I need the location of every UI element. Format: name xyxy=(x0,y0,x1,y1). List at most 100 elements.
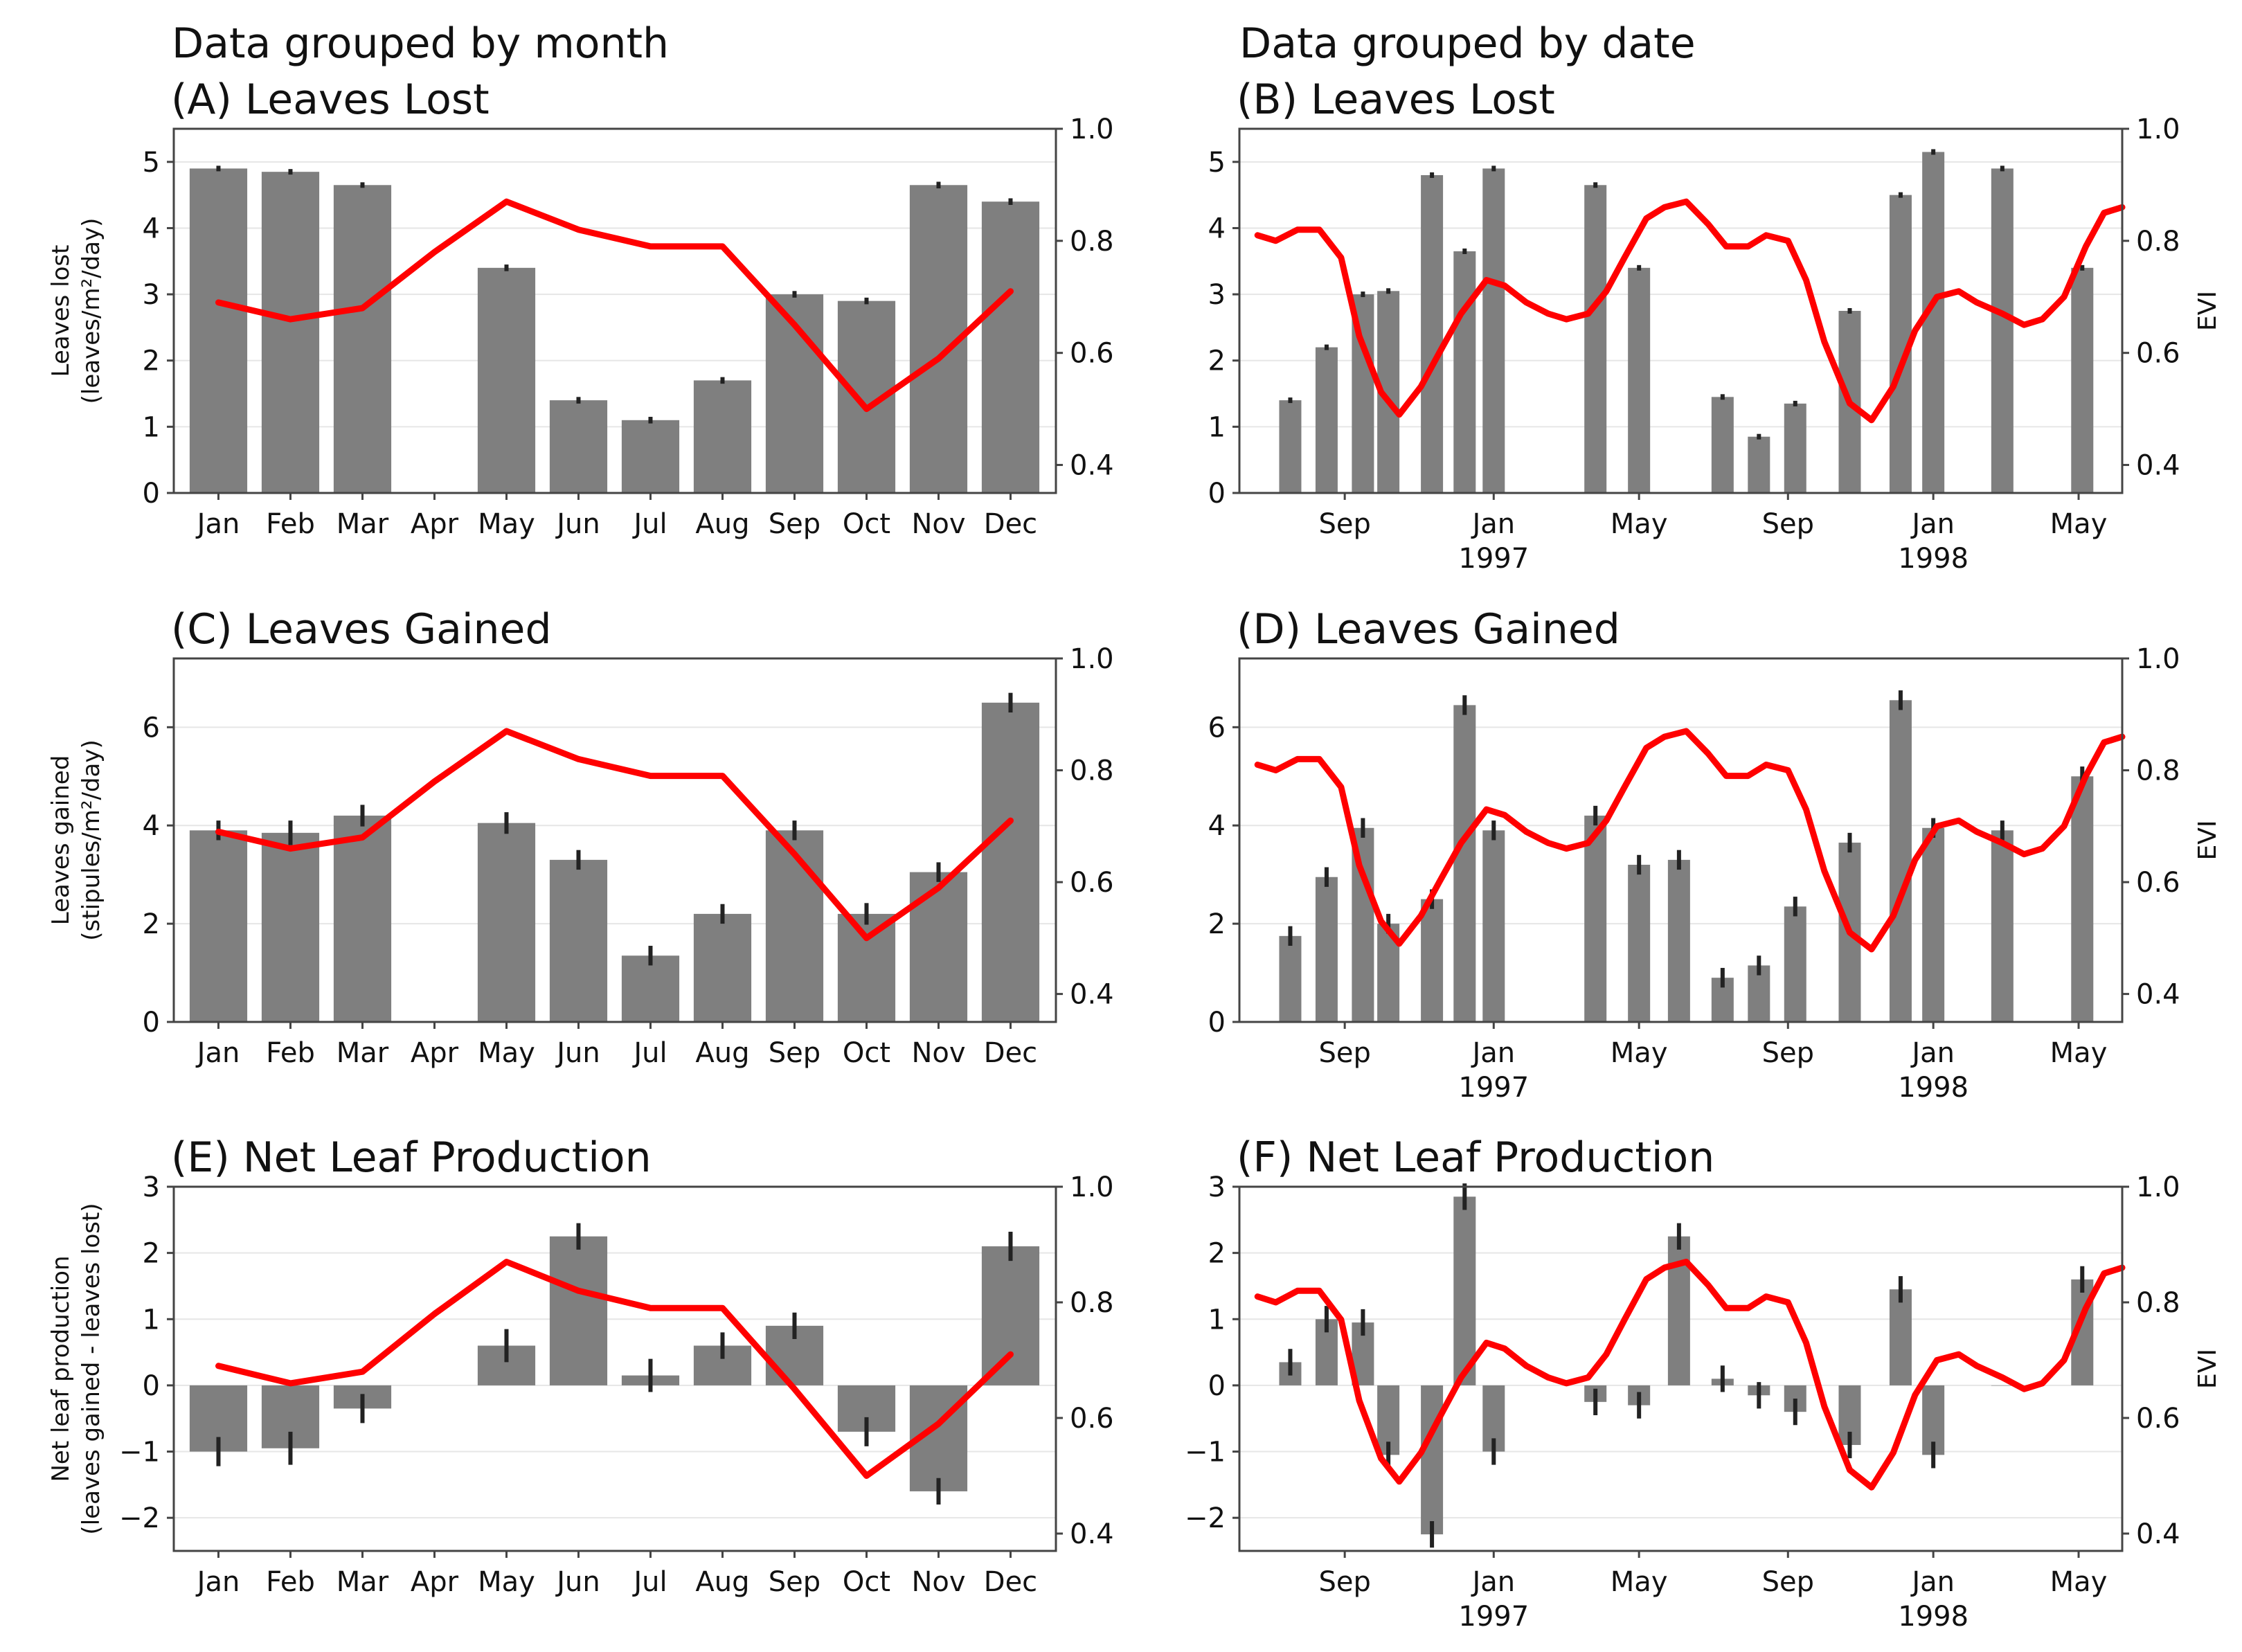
x-tick-label: Jul xyxy=(631,1037,667,1069)
y-tick-label: 0 xyxy=(1208,1370,1226,1402)
x-tick-label: Sep xyxy=(1318,1037,1370,1069)
bar xyxy=(1453,251,1476,493)
x-tick-label: Feb xyxy=(266,1037,315,1069)
heading-left: Data grouped by month xyxy=(172,19,669,68)
bar xyxy=(909,872,968,1022)
x-tick-label: Sep xyxy=(1318,1566,1370,1598)
x-tick-label: May xyxy=(2050,508,2108,540)
y-tick-label: 3 xyxy=(1208,1171,1226,1203)
axes-frame xyxy=(172,127,1057,494)
bar xyxy=(1315,347,1338,493)
x-tick-label: Nov xyxy=(911,1037,965,1069)
x-tick-label: May xyxy=(1611,1566,1668,1598)
x-tick-label: May xyxy=(478,1566,535,1598)
bar xyxy=(1711,397,1734,493)
bar xyxy=(261,832,320,1022)
y-tick-label: 6 xyxy=(1208,712,1226,744)
y-tick-label: 1 xyxy=(1208,1304,1226,1336)
x-tick-label: Mar xyxy=(337,508,389,540)
y2-tick-label: 0.6 xyxy=(2136,338,2180,370)
evi-line xyxy=(1254,198,2126,424)
bar xyxy=(189,830,248,1022)
y-tick-label: 5 xyxy=(143,147,160,179)
x-tick-label: Jan xyxy=(195,1566,240,1598)
x-tick-label: Sep xyxy=(1318,508,1370,540)
bar xyxy=(693,913,752,1022)
bar xyxy=(1628,267,1651,493)
bar xyxy=(1991,168,2014,493)
y-tick-label: 3 xyxy=(1208,279,1226,311)
evi-line xyxy=(215,728,1014,942)
x-tick-label: Nov xyxy=(911,508,965,540)
x-tick-label: Dec xyxy=(984,508,1037,540)
y-tick-label: −1 xyxy=(1185,1437,1226,1469)
evi-line xyxy=(215,1259,1014,1479)
y2-tick-label: 0.4 xyxy=(2136,979,2180,1011)
x-tick-label: Jan xyxy=(1470,1037,1515,1069)
x-tick-label: Feb xyxy=(266,508,315,540)
panel-e: (E) Net Leaf Production −2 −1 0 1 2 3 0.4 0.6 0.8… xyxy=(47,1133,1114,1598)
bar xyxy=(1453,705,1476,1022)
y-tick-label: −2 xyxy=(119,1502,160,1534)
evi-line xyxy=(1254,1259,2126,1491)
bar xyxy=(1667,1236,1690,1385)
bar xyxy=(1279,935,1302,1022)
bar xyxy=(621,420,680,493)
y-tick-label: 6 xyxy=(143,712,160,744)
y2-tick-label: 0.4 xyxy=(2136,1518,2180,1550)
x-tick-label: Oct xyxy=(843,508,890,540)
y2-tick-label: 1.0 xyxy=(2136,114,2180,145)
y-tick-label: 4 xyxy=(143,213,160,244)
x-tick-label: Mar xyxy=(337,1037,389,1069)
axes-frame xyxy=(1238,1185,2124,1552)
x-tick-label: May xyxy=(2050,1037,2108,1069)
x-tick-label: May xyxy=(1611,508,1668,540)
y-tick-label: 2 xyxy=(143,1238,160,1270)
y2-tick-label: 0.6 xyxy=(2136,867,2180,899)
y-tick-label: 5 xyxy=(1208,147,1226,179)
bar xyxy=(1453,1196,1476,1385)
y2-tick-label: 0.6 xyxy=(2136,1403,2180,1435)
x-tick-label: Jul xyxy=(631,508,667,540)
x-tick-year-label: 1998 xyxy=(1898,543,1969,575)
x-tick-label: Jan xyxy=(1470,1566,1515,1598)
y-tick-label: 4 xyxy=(1208,810,1226,842)
bar xyxy=(1922,152,1945,494)
y-tick-label: 2 xyxy=(1208,908,1226,940)
panel-title: (B) Leaves Lost xyxy=(1237,75,1555,124)
bar xyxy=(189,168,248,493)
bar xyxy=(477,267,536,493)
x-tick-label: Sep xyxy=(1762,1037,1814,1069)
y2-axis-label: EVI xyxy=(2194,1349,2222,1389)
y2-tick-label: 1.0 xyxy=(1070,643,1114,675)
y-tick-label: 1 xyxy=(143,1304,160,1336)
y-axis-label-units: (stipules/m²/day) xyxy=(78,739,105,940)
x-tick-label: Jun xyxy=(555,1037,600,1069)
x-tick-year-label: 1998 xyxy=(1898,1072,1969,1104)
y2-tick-label: 0.6 xyxy=(1070,867,1114,899)
y-tick-label: 3 xyxy=(143,279,160,311)
y2-tick-label: 1.0 xyxy=(2136,643,2180,675)
bar xyxy=(1922,827,1945,1022)
bar xyxy=(1784,906,1806,1022)
y-tick-label: 0 xyxy=(1208,1007,1226,1039)
panel-a: (A) Leaves Lost 0 1 2 3 4 5 0.4 0.6 0.8 1.0 Jan Feb M… xyxy=(47,75,1114,540)
bar xyxy=(837,913,896,1022)
x-tick-label: May xyxy=(2050,1566,2108,1598)
y2-tick-label: 1.0 xyxy=(1070,1171,1114,1203)
panel-title: (F) Net Leaf Production xyxy=(1237,1133,1714,1182)
y-tick-label: 4 xyxy=(1208,213,1226,244)
y-tick-label: 2 xyxy=(143,345,160,377)
x-tick-label: Mar xyxy=(337,1566,389,1598)
y-axis-label: Leaves gained xyxy=(47,755,75,926)
y-tick-label: 2 xyxy=(143,908,160,940)
x-tick-label: Dec xyxy=(984,1037,1037,1069)
x-tick-label: Jul xyxy=(631,1566,667,1598)
bar xyxy=(981,702,1040,1022)
y-tick-label: 3 xyxy=(143,1171,160,1203)
x-tick-year-label: 1997 xyxy=(1458,543,1529,575)
panel-f: (F) Net Leaf Production −2 −1 0 1 2 3 0.4 0.6 0.8… xyxy=(1185,1133,2222,1633)
panel-title: (A) Leaves Lost xyxy=(171,75,490,124)
x-tick-label: Sep xyxy=(1762,1566,1814,1598)
